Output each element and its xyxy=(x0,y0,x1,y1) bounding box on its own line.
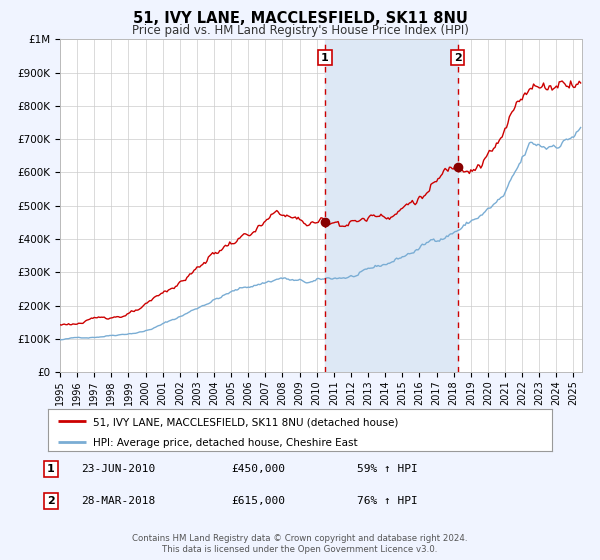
Text: This data is licensed under the Open Government Licence v3.0.: This data is licensed under the Open Gov… xyxy=(163,545,437,554)
Text: 51, IVY LANE, MACCLESFIELD, SK11 8NU (detached house): 51, IVY LANE, MACCLESFIELD, SK11 8NU (de… xyxy=(94,417,399,427)
Bar xyxy=(325,39,458,372)
Text: £615,000: £615,000 xyxy=(231,496,285,506)
Text: 51, IVY LANE, MACCLESFIELD, SK11 8NU: 51, IVY LANE, MACCLESFIELD, SK11 8NU xyxy=(133,11,467,26)
Text: 2: 2 xyxy=(47,496,55,506)
Text: 76% ↑ HPI: 76% ↑ HPI xyxy=(357,496,418,506)
Text: HPI: Average price, detached house, Cheshire East: HPI: Average price, detached house, Ches… xyxy=(94,438,358,448)
Text: 28-MAR-2018: 28-MAR-2018 xyxy=(81,496,155,506)
Text: £450,000: £450,000 xyxy=(231,464,285,474)
Text: 59% ↑ HPI: 59% ↑ HPI xyxy=(357,464,418,474)
Text: Contains HM Land Registry data © Crown copyright and database right 2024.: Contains HM Land Registry data © Crown c… xyxy=(132,534,468,543)
Text: 23-JUN-2010: 23-JUN-2010 xyxy=(81,464,155,474)
Text: 2: 2 xyxy=(454,53,461,63)
Text: Price paid vs. HM Land Registry's House Price Index (HPI): Price paid vs. HM Land Registry's House … xyxy=(131,24,469,36)
Text: 1: 1 xyxy=(321,53,329,63)
Text: 1: 1 xyxy=(47,464,55,474)
